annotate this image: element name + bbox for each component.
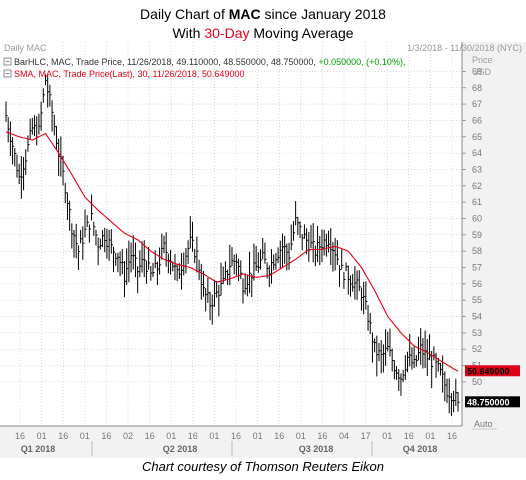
sma-line <box>5 131 459 372</box>
quarter-labels: Q1 2018 Q2 2018 Q3 2018 Q4 2018 <box>21 441 438 456</box>
legend-toggle-icon[interactable] <box>3 57 12 66</box>
x-tick-label: 01 <box>296 431 306 441</box>
sma-value-badge: 50.649000 <box>465 365 520 377</box>
y-tick-label: 55 <box>472 295 482 305</box>
x-tick-label: 16 <box>58 431 68 441</box>
y-tick-label: 62 <box>472 181 482 191</box>
x-tick-label: 16 <box>188 431 198 441</box>
x-tick-label: 16 <box>101 431 111 441</box>
x-tick-label: 01 <box>253 431 263 441</box>
legend-sma-entry: SMA, MAC, Trade Price(Last), 30, 11/26/2… <box>14 69 244 79</box>
price-bars <box>5 74 460 416</box>
quarter-label: Q2 2018 <box>163 444 198 454</box>
grid <box>0 42 462 426</box>
chart-credit: Chart courtesy of Thomson Reuters Eikon <box>141 459 385 474</box>
y-tick-label: 52 <box>472 344 482 354</box>
x-tick-label: 02 <box>123 431 133 441</box>
x-tick-label: 16 <box>404 431 414 441</box>
y-tick-label: 56 <box>472 279 482 289</box>
ma-period: 30-Day <box>204 25 250 41</box>
y-tick-label: 58 <box>472 246 482 256</box>
quarter-label: Q3 2018 <box>299 444 334 454</box>
y-tick-label: 54 <box>472 312 482 322</box>
chart-name: Daily MAC <box>4 43 47 53</box>
y-tick-label: 50 <box>472 377 482 387</box>
quarter-label: Q4 2018 <box>403 444 438 454</box>
x-axis-ticks: 16 01 16 01 16 02 16 01 16 01 16 01 16 01 16 04 17 01 16 01… <box>15 431 457 441</box>
legend-toggle-icon-2[interactable] <box>3 69 12 78</box>
y-axis-panel <box>462 42 526 458</box>
svg-text:50.649000: 50.649000 <box>467 366 510 376</box>
legend-bar-entry: BarHLC, MAC, Trade Price, 11/26/2018, 49… <box>14 57 405 67</box>
price-value-badge: 48.750000 <box>465 396 520 408</box>
price-chart: 5051525354555657585960616263646566676869… <box>0 42 526 458</box>
x-tick-label: 01 <box>382 431 392 441</box>
y-tick-label: 60 <box>472 213 482 223</box>
y-tick-label: 59 <box>472 230 482 240</box>
y-tick-label: 63 <box>472 164 482 174</box>
x-tick-label: 16 <box>15 431 25 441</box>
y-tick-label: 64 <box>472 148 482 158</box>
y-tick-label: 53 <box>472 328 482 338</box>
y-tick-label: 68 <box>472 83 482 93</box>
currency-label: USD <box>472 67 492 77</box>
x-tick-label: 16 <box>231 431 241 441</box>
chart-title-line-1: Daily Chart of MAC since January 2018 <box>140 6 386 22</box>
date-range: 1/3/2018 - 11/30/2018 (NYC) <box>407 43 522 53</box>
y-tick-label: 65 <box>472 132 482 142</box>
x-tick-label: 16 <box>145 431 155 441</box>
x-axis-panel <box>0 426 462 458</box>
ticker-symbol: MAC <box>228 6 261 22</box>
chart-title-line-2: With 30-Day Moving Average <box>172 25 354 41</box>
auto-scale-toggle[interactable]: Auto <box>474 419 493 429</box>
x-tick-label: 17 <box>361 431 371 441</box>
x-tick-label: 01 <box>209 431 219 441</box>
y-tick-label: 69 <box>472 66 482 76</box>
x-tick-label: 01 <box>166 431 176 441</box>
y-tick-label: 67 <box>472 99 482 109</box>
legend: BarHLC, MAC, Trade Price, 11/26/2018, 49… <box>3 57 405 79</box>
x-tick-label: 01 <box>37 431 47 441</box>
x-tick-label: 01 <box>425 431 435 441</box>
x-tick-label: 16 <box>274 431 284 441</box>
price-label: Price <box>472 55 493 65</box>
x-tick-label: 16 <box>317 431 327 441</box>
svg-text:48.750000: 48.750000 <box>467 397 510 407</box>
y-tick-label: 57 <box>472 262 482 272</box>
x-tick-label: 04 <box>339 431 349 441</box>
x-tick-label: 16 <box>447 431 457 441</box>
y-tick-label: 66 <box>472 115 482 125</box>
y-tick-label: 61 <box>472 197 482 207</box>
x-tick-label: 01 <box>80 431 90 441</box>
quarter-label: Q1 2018 <box>21 444 56 454</box>
